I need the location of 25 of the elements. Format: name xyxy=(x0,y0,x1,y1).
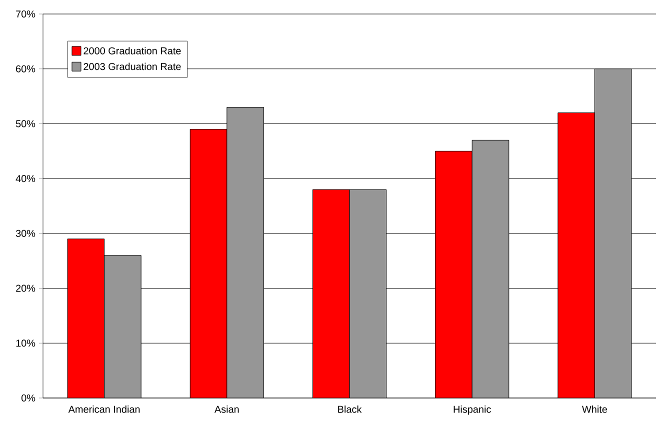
y-tick-label: 20% xyxy=(16,284,36,292)
x-tick-label: Asian xyxy=(214,406,239,413)
bar xyxy=(594,68,632,398)
bar xyxy=(226,107,264,398)
bar xyxy=(104,255,142,398)
bar xyxy=(472,140,510,398)
legend-label: 2003 Graduation Rate xyxy=(84,62,181,70)
legend-label: 2000 Graduation Rate xyxy=(84,47,181,54)
bar xyxy=(349,189,387,398)
x-tick-label: Black xyxy=(338,406,362,413)
y-tick-label: 0% xyxy=(21,394,36,402)
x-tick-label: American Indian xyxy=(68,406,140,413)
bar xyxy=(190,128,228,398)
y-tick-label: 30% xyxy=(16,230,36,237)
y-tick-label: 60% xyxy=(16,65,36,72)
y-tick-label: 50% xyxy=(16,120,36,128)
y-tick-label: 70% xyxy=(16,10,36,18)
bar xyxy=(67,238,105,398)
y-tick-label: 10% xyxy=(16,340,36,347)
bar xyxy=(435,150,472,398)
bar xyxy=(558,112,595,398)
bar xyxy=(312,189,350,398)
x-tick-label: Hispanic xyxy=(454,406,491,415)
y-tick-label: 40% xyxy=(16,175,36,182)
x-tick-label: White xyxy=(582,406,607,413)
